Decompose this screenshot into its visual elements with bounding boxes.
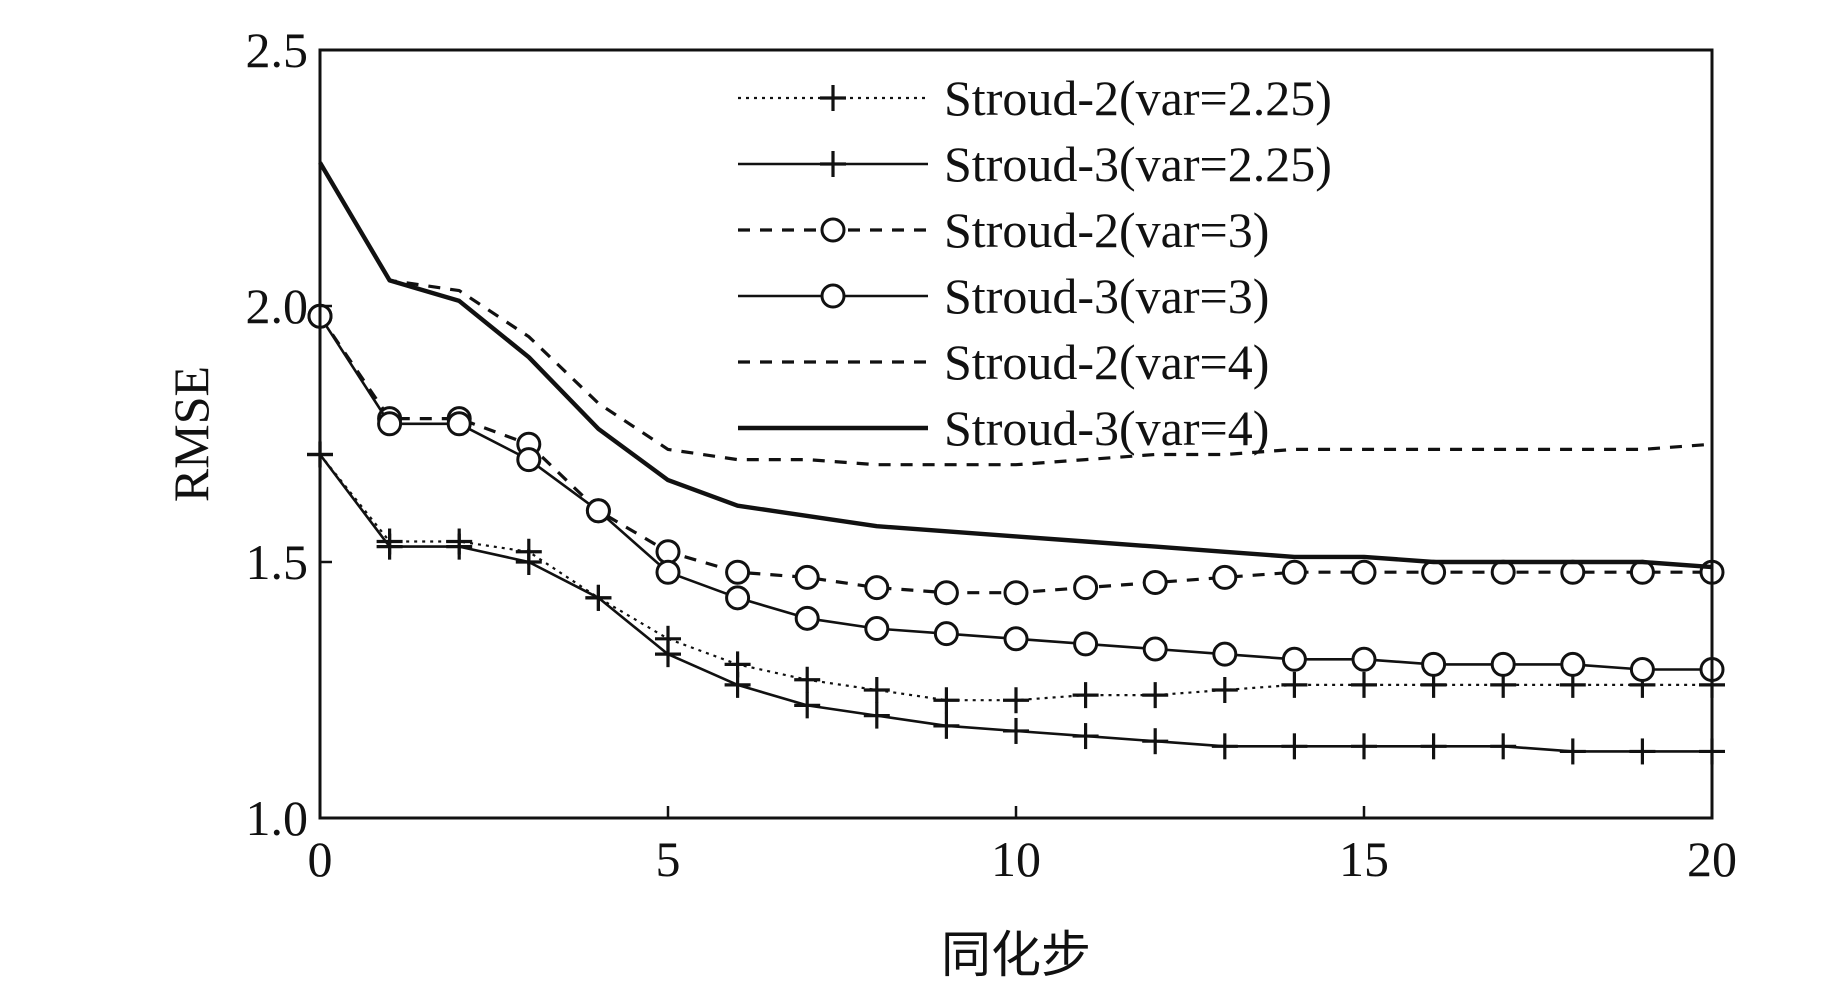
legend-marker-1 (820, 85, 846, 111)
x-tick-label-1: 5 (656, 831, 681, 887)
series-layer (307, 161, 1725, 765)
series-2-point-14 (1281, 733, 1308, 760)
series-4-point-6 (725, 585, 751, 611)
legend-marker-3 (820, 217, 846, 243)
series-3-point-18 (1560, 559, 1586, 585)
series-4-point-4 (585, 498, 611, 524)
series-2-point-1 (376, 533, 403, 560)
series-1-point-7 (794, 666, 821, 693)
series-line-5 (318, 161, 1713, 467)
x-tick-label-0: 0 (308, 831, 333, 887)
legend: Stroud-2(var=2.25) Stroud-3(var=2.25) Stro… (738, 70, 1332, 456)
series-2-point-11 (1072, 723, 1099, 750)
series-2-point-13 (1211, 733, 1238, 760)
series-3-point-9 (933, 580, 959, 606)
axes-layer: 0 5 10 15 20 1.0 1.5 2.0 2.5 (246, 22, 1738, 887)
series-4-point-14 (1281, 646, 1307, 672)
x-tick-label-3: 15 (1339, 831, 1389, 887)
legend-label-5: Stroud-2(var=4) (944, 334, 1269, 390)
y-tick-label-1: 1.5 (246, 534, 309, 590)
series-4-point-9 (933, 621, 959, 647)
series-4-point-16 (1421, 651, 1447, 677)
y-axis-title: RMSE (163, 366, 219, 502)
series-1-point-11 (1072, 682, 1099, 709)
series-3-point-7 (794, 564, 820, 590)
legend-marker-4 (820, 283, 846, 309)
legend-label-3: Stroud-2(var=3) (944, 202, 1269, 258)
series-4-point-15 (1351, 646, 1377, 672)
series-1-point-10 (1003, 687, 1029, 714)
x-tick-label-2: 10 (991, 831, 1041, 887)
series-4-point-3 (516, 447, 542, 473)
series-4-point-8 (864, 616, 890, 642)
series-2-point-6 (724, 671, 751, 698)
x-axis-title: 同化步 (941, 927, 1091, 983)
series-2-point-17 (1490, 733, 1517, 760)
series-1-point-9 (933, 687, 960, 714)
series-2-point-4 (585, 584, 612, 611)
series-2-point-3 (515, 549, 542, 575)
series-4-point-10 (1003, 626, 1029, 652)
legend-label-2: Stroud-3(var=2.25) (944, 136, 1332, 192)
y-tick-label-3: 2.5 (246, 22, 309, 78)
series-4-point-12 (1142, 636, 1168, 662)
series-4-point-18 (1560, 651, 1586, 677)
series-4-point-7 (794, 605, 820, 631)
y-tick-label-2: 2.0 (246, 278, 309, 334)
series-3-point-16 (1421, 559, 1447, 585)
legend-label-4: Stroud-3(var=3) (944, 268, 1269, 324)
series-4-point-1 (377, 411, 403, 437)
series-4-point-19 (1629, 657, 1655, 683)
series-2-point-7 (794, 692, 821, 719)
series-3-point-5 (655, 539, 681, 565)
series-1-point-13 (1211, 677, 1238, 703)
y-tick-label-0: 1.0 (246, 790, 309, 846)
legend-label-6: Stroud-3(var=4) (944, 400, 1269, 456)
series-4-point-13 (1212, 641, 1238, 667)
series-3-point-10 (1003, 580, 1029, 606)
series-2-point-10 (1003, 717, 1029, 744)
series-1-point-14 (1281, 671, 1308, 698)
series-3-point-12 (1142, 569, 1168, 595)
series-4-point-2 (446, 411, 472, 437)
series-1-point-12 (1142, 682, 1169, 709)
legend-label-1: Stroud-2(var=2.25) (944, 70, 1332, 126)
series-2-point-5 (655, 641, 681, 668)
series-2-point-18 (1559, 738, 1586, 765)
series-3-point-8 (864, 575, 890, 601)
series-2-point-16 (1420, 733, 1447, 760)
series-3-point-11 (1073, 575, 1099, 601)
series-2-point-12 (1142, 728, 1169, 755)
legend-marker-2 (820, 151, 846, 177)
series-2-point-8 (863, 702, 890, 729)
series-3-point-15 (1351, 559, 1377, 585)
series-3-point-6 (725, 559, 751, 585)
x-tick-label-4: 20 (1687, 831, 1737, 887)
series-4-point-11 (1073, 631, 1099, 657)
series-2-point-19 (1629, 738, 1656, 765)
series-2-point-2 (446, 533, 473, 560)
series-1-point-15 (1351, 671, 1377, 698)
series-1-point-8 (863, 677, 890, 703)
series-2-point-9 (933, 712, 960, 739)
series-line-6 (318, 161, 1713, 570)
series-4-point-5 (655, 559, 681, 585)
series-4-point-17 (1490, 651, 1516, 677)
series-3-point-13 (1212, 564, 1238, 590)
series-2-point-15 (1351, 733, 1377, 760)
series-3-point-17 (1490, 559, 1516, 585)
series-3-point-14 (1281, 559, 1307, 585)
